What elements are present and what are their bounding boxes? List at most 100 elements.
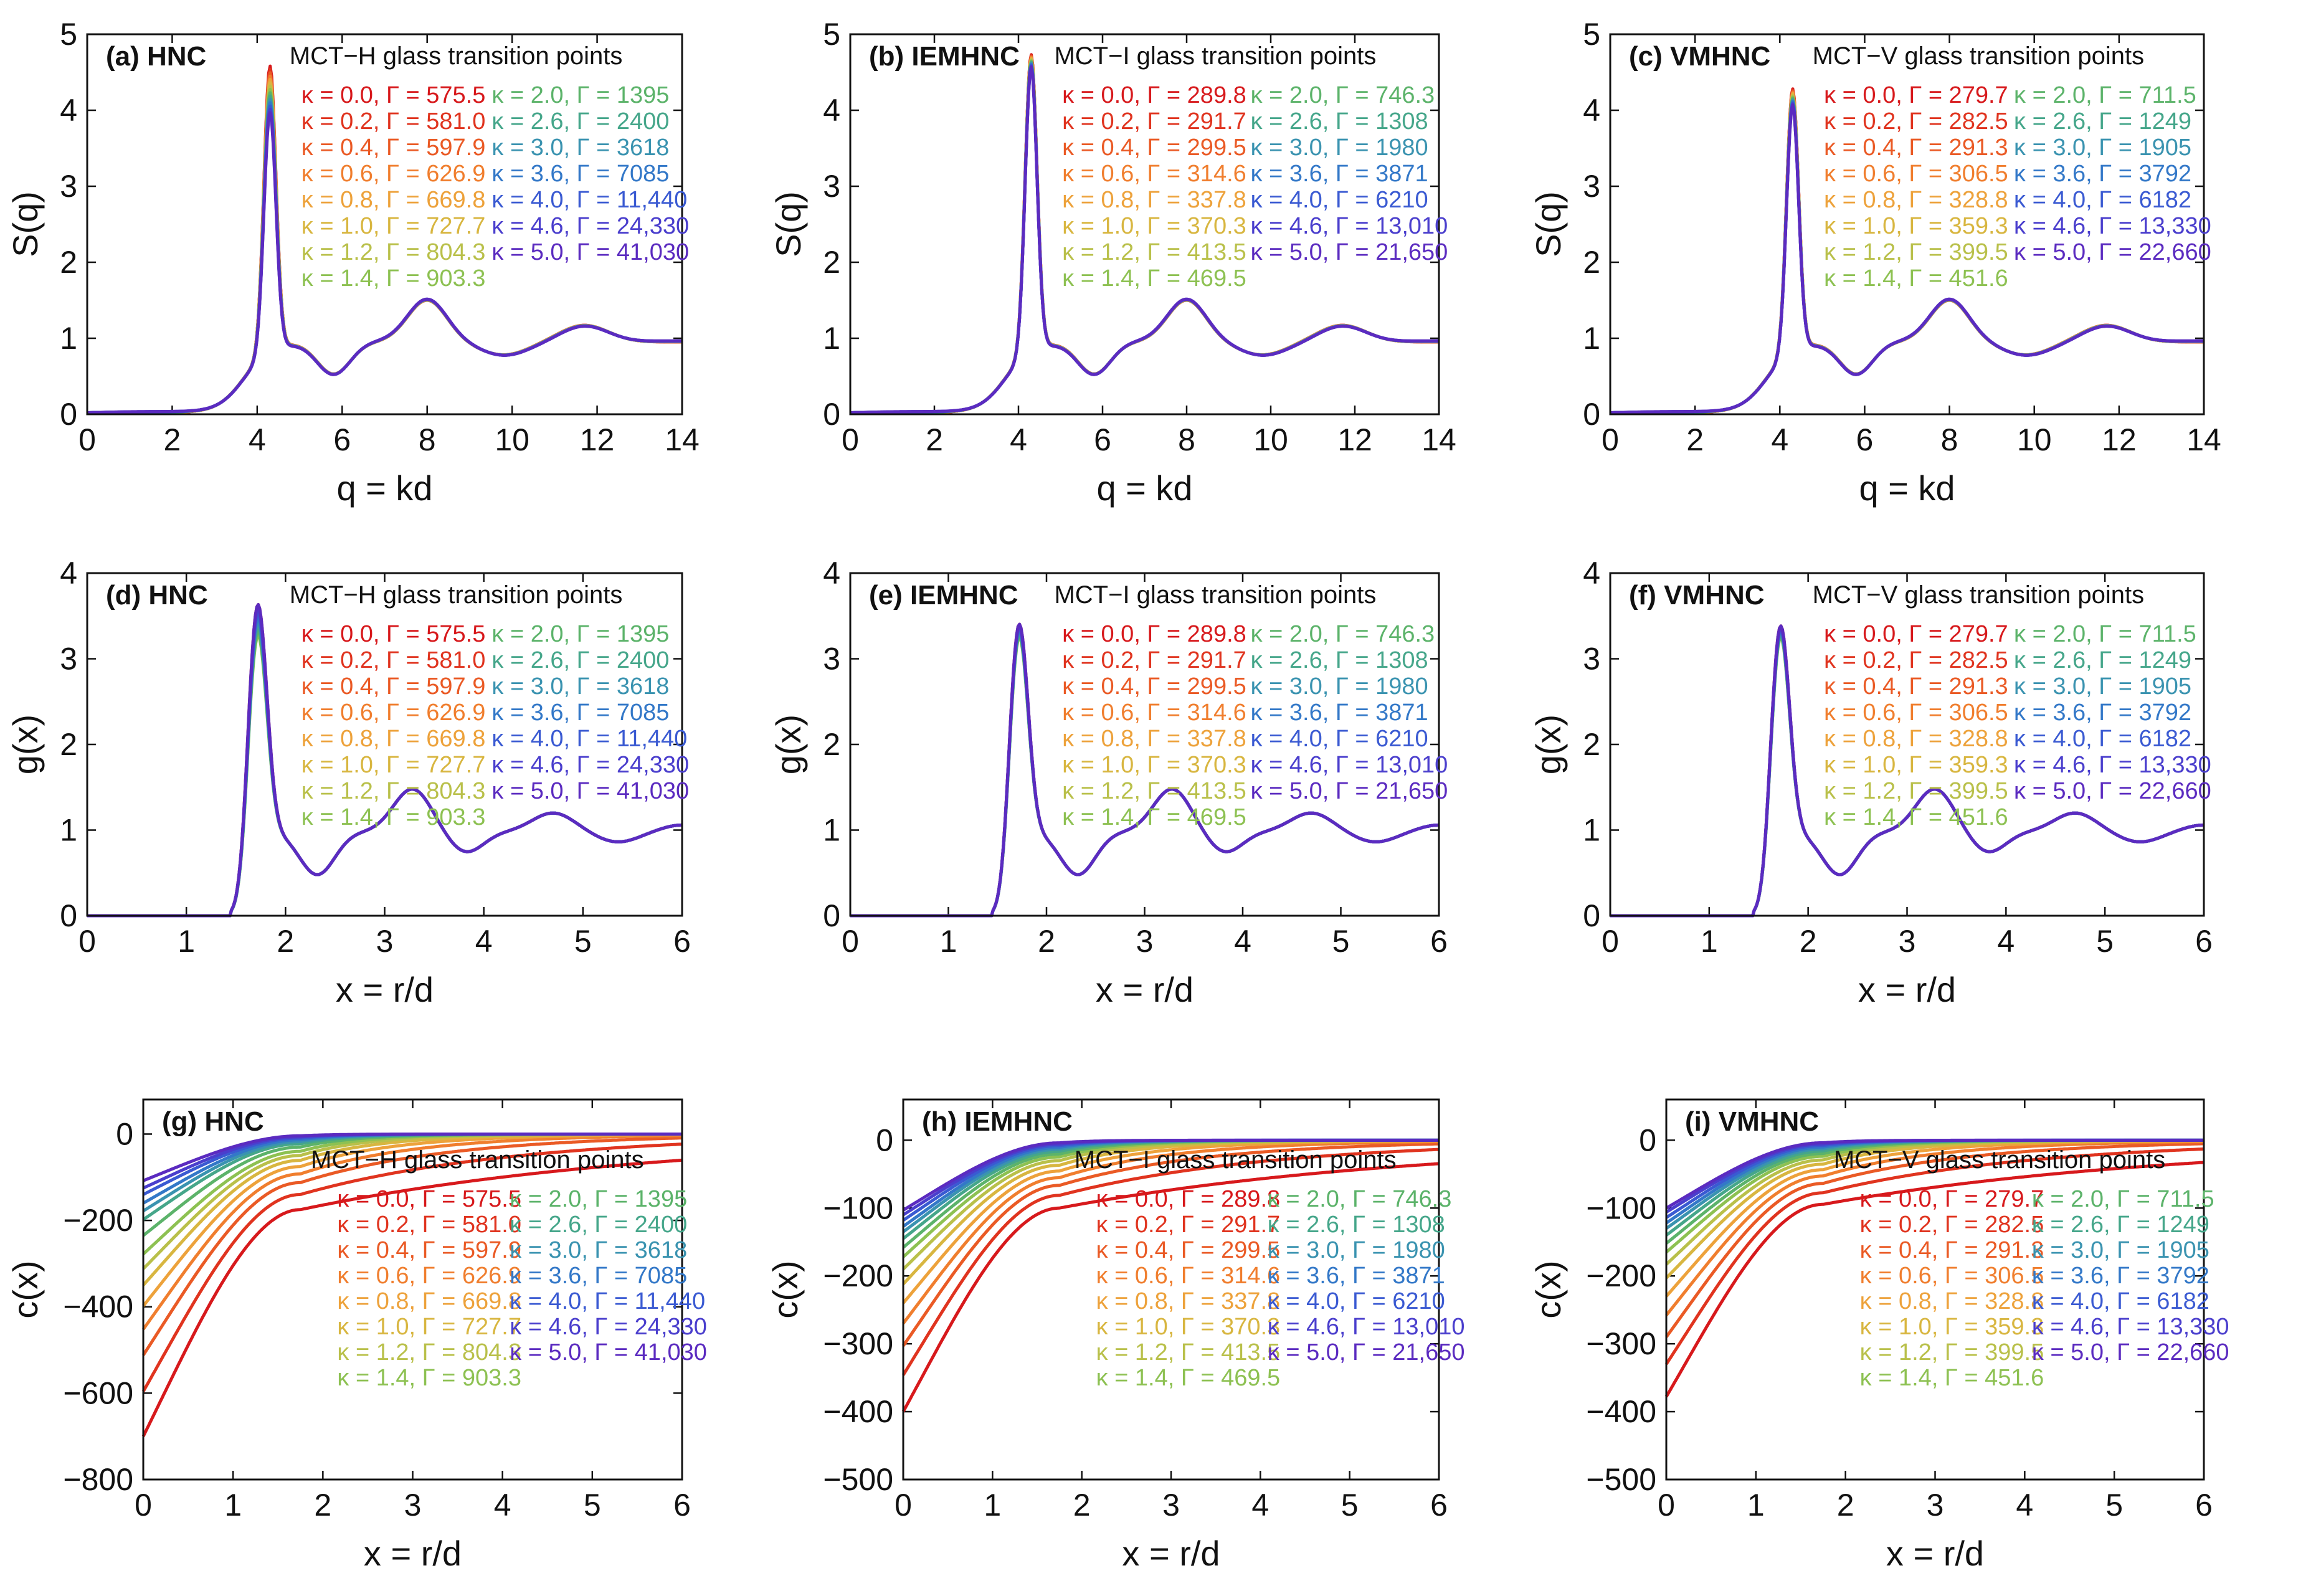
legend-entry: κ = 0.6, Γ = 626.9 (337, 1263, 521, 1289)
y-tick-label: −500 (823, 1462, 893, 1497)
x-tick-label: 12 (2102, 422, 2137, 457)
legend: MCT−I glass transition points κ = 0.0, Γ … (1075, 1146, 1465, 1391)
x-axis-label: x = r/d (1858, 970, 1956, 1009)
legend-entry: κ = 1.4, Γ = 469.5 (1062, 265, 1246, 292)
x-tick-label: 1 (1747, 1488, 1765, 1522)
series-line-kappa-5 (1665, 1138, 2204, 1210)
x-tick-label: 6 (1094, 422, 1111, 457)
x-tick-label: 3 (1136, 924, 1154, 959)
legend-entry: κ = 4.0, Γ = 6182 (2032, 1288, 2209, 1314)
x-tick-label: 10 (2017, 422, 2052, 457)
legend-entry: κ = 0.4, Γ = 597.9 (301, 135, 486, 161)
x-axis-label: q = kd (1859, 468, 1955, 508)
y-tick-label: 1 (1583, 321, 1600, 356)
series-line-kappa-5 (850, 65, 1440, 415)
x-tick-label: 1 (224, 1488, 242, 1522)
legend-entry: κ = 0.4, Γ = 299.5 (1096, 1237, 1281, 1263)
legend-entry: κ = 3.0, Γ = 3618 (510, 1237, 687, 1263)
series-line-kappa-0.6 (1665, 1140, 2204, 1316)
y-tick-label: 1 (1583, 813, 1600, 848)
y-tick-label: 5 (60, 17, 77, 52)
legend-entry: κ = 2.0, Γ = 711.5 (2014, 621, 2196, 647)
legend-entry: κ = 1.4, Γ = 469.5 (1062, 804, 1246, 830)
x-tick-label: 4 (475, 924, 493, 959)
y-tick-label: 5 (1583, 17, 1600, 52)
series-line-kappa-5 (1610, 103, 2204, 415)
x-axis-label: x = r/d (1096, 970, 1194, 1009)
legend: MCT−V glass transition points κ = 0.0, Γ … (1834, 1146, 2229, 1391)
y-tick-label: 2 (60, 727, 77, 762)
legend-entry: κ = 4.0, Γ = 6182 (2014, 187, 2191, 213)
y-tick-label: −600 (63, 1375, 133, 1410)
x-tick-label: 0 (78, 422, 96, 457)
plot-frame (86, 33, 683, 416)
legend-entry: κ = 0.8, Γ = 669.8 (337, 1288, 521, 1314)
legend-title: MCT−H glass transition points (290, 581, 623, 609)
legend-entry: κ = 3.6, Γ = 3792 (2014, 700, 2191, 726)
legend-entry: κ = 0.0, Γ = 289.8 (1062, 82, 1246, 108)
x-tick-label: 2 (1800, 924, 1817, 959)
legend-entry: κ = 0.4, Γ = 299.5 (1062, 673, 1246, 700)
legend-entry: κ = 3.0, Γ = 3618 (491, 673, 669, 700)
legend-entry: κ = 1.0, Γ = 727.7 (301, 213, 486, 239)
x-tick-label: 2 (1837, 1488, 1854, 1522)
legend-title: MCT−H glass transition points (311, 1146, 644, 1174)
legend-entry: κ = 0.0, Γ = 279.7 (1824, 82, 2008, 108)
legend-entry: κ = 4.6, Γ = 13,330 (2032, 1314, 2229, 1340)
legend-entry: κ = 0.6, Γ = 626.9 (301, 700, 486, 726)
legend-entry: κ = 5.0, Γ = 22,660 (2014, 239, 2211, 265)
y-tick-label: 0 (116, 1116, 133, 1151)
legend-entry: κ = 1.2, Γ = 413.5 (1096, 1339, 1281, 1366)
legend-entry: κ = 0.6, Γ = 306.5 (1824, 161, 2008, 187)
x-tick-label: 5 (1332, 924, 1350, 959)
series-group (1610, 87, 2204, 415)
legend-entry: κ = 0.8, Γ = 328.8 (1824, 187, 2008, 213)
legend: MCT−H glass transition points κ = 0.0, Γ … (311, 1146, 707, 1391)
x-tick-label: 5 (2096, 924, 2114, 959)
legend-entry: κ = 2.0, Γ = 1395 (491, 82, 669, 108)
series-group (901, 1138, 1440, 1413)
legend-entry: κ = 0.2, Γ = 282.5 (1860, 1212, 2044, 1238)
panel-h: 0 1 2 3 4 5 6 −500 −400 −300 −200 −100 0 x = r/d c(x) (… (766, 1098, 1465, 1573)
y-tick-label: −500 (1586, 1462, 1656, 1497)
legend-entry: κ = 4.0, Γ = 11,440 (491, 187, 687, 213)
legend-entry: κ = 3.0, Γ = 1905 (2014, 673, 2191, 700)
legend-entry: κ = 1.0, Γ = 359.3 (1824, 213, 2008, 239)
legend-entry: κ = 5.0, Γ = 22,660 (2032, 1339, 2229, 1366)
legend-entry: κ = 0.2, Γ = 282.5 (1824, 108, 2008, 135)
y-tick-label: 4 (823, 556, 840, 591)
y-tick-label: 4 (60, 93, 77, 128)
legend-entry: κ = 0.0, Γ = 279.7 (1824, 621, 2008, 647)
x-tick-label: 2 (314, 1488, 331, 1522)
legend-entry: κ = 4.6, Γ = 24,330 (510, 1314, 707, 1340)
x-tick-label: 12 (580, 422, 615, 457)
legend-entry: κ = 4.0, Γ = 11,440 (510, 1288, 705, 1314)
plot-frame (849, 33, 1440, 416)
y-tick-label: −300 (823, 1326, 893, 1361)
y-axis-label: g(x) (1529, 715, 1568, 774)
y-tick-label: −300 (1586, 1326, 1656, 1361)
series-group (1664, 1138, 2204, 1398)
x-tick-label: 10 (495, 422, 529, 457)
x-tick-label: 6 (1856, 422, 1874, 457)
x-tick-label: 4 (1771, 422, 1788, 457)
x-tick-label: 3 (1927, 1488, 1944, 1522)
legend-entry: κ = 5.0, Γ = 21,650 (1268, 1339, 1465, 1366)
legend-entry: κ = 2.0, Γ = 1395 (510, 1186, 687, 1212)
y-tick-label: 0 (60, 397, 77, 432)
series-line-kappa-0.4 (1664, 1142, 2204, 1338)
x-tick-label: 8 (419, 422, 436, 457)
x-tick-label: 6 (333, 422, 351, 457)
panel-tag: (i) VMHNC (1685, 1106, 1819, 1137)
legend-entry: κ = 4.6, Γ = 13,010 (1251, 213, 1448, 239)
y-axis-label: c(x) (6, 1260, 45, 1318)
y-tick-label: 2 (823, 245, 840, 280)
x-tick-label: 0 (895, 1488, 912, 1522)
y-tick-label: 1 (60, 321, 77, 356)
panel-tag: (a) HNC (106, 41, 206, 72)
legend-entry: κ = 5.0, Γ = 41,030 (491, 778, 689, 804)
y-tick-label: 2 (60, 245, 77, 280)
legend-entry: κ = 4.0, Γ = 11,440 (491, 726, 687, 752)
legend-entry: κ = 1.4, Γ = 469.5 (1096, 1365, 1281, 1391)
